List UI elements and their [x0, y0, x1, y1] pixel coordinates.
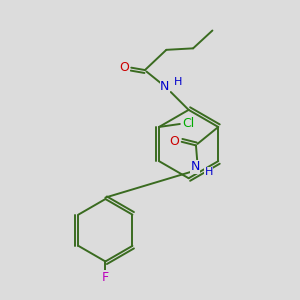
Text: O: O — [169, 135, 179, 148]
Text: N: N — [160, 80, 170, 93]
Text: O: O — [119, 61, 129, 74]
Text: Cl: Cl — [183, 118, 195, 130]
Text: N: N — [190, 160, 200, 173]
Text: H: H — [173, 77, 182, 87]
Text: H: H — [205, 167, 213, 177]
Text: F: F — [102, 271, 109, 284]
